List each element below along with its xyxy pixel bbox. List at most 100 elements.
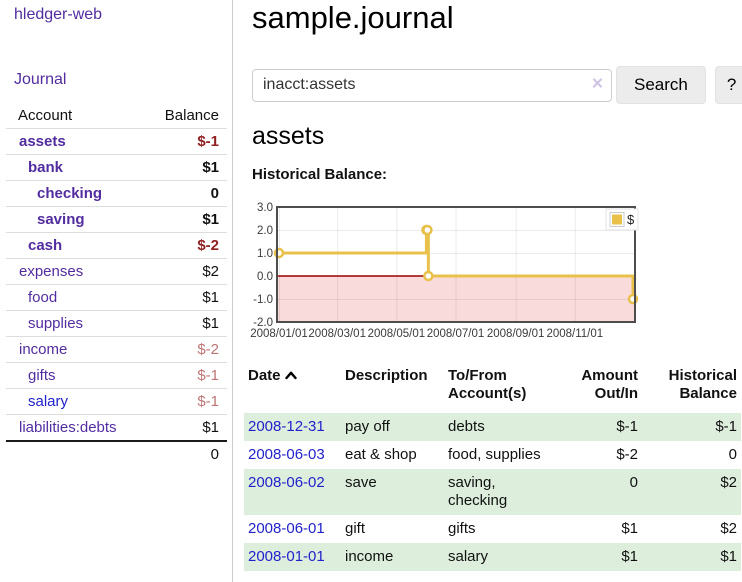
- account-balance: $2: [202, 263, 219, 280]
- transaction-date-cell: 2008-06-03: [244, 441, 341, 469]
- account-balance: $-2: [197, 341, 219, 358]
- account-balance: $-1: [197, 393, 219, 410]
- register-col-amount: Amount Out/In: [581, 367, 638, 402]
- svg-text:2008/03/01: 2008/03/01: [308, 328, 366, 340]
- accounts-col-account: Account: [18, 107, 73, 124]
- account-balance: $1: [202, 211, 219, 228]
- register-col-accounts: To/From Account(s): [448, 367, 527, 402]
- account-link[interactable]: checking: [37, 185, 103, 202]
- sidebar-item-journal[interactable]: Journal: [14, 71, 67, 88]
- transaction-balance: $2: [720, 520, 737, 537]
- register-col-description: Description: [345, 367, 428, 384]
- account-row: assets $-1: [6, 128, 227, 155]
- x-axis-labels: 2008/01/01 2008/03/01 2008/05/01 2008/07/01…: [250, 328, 603, 340]
- svg-text:2008/07/01: 2008/07/01: [427, 328, 485, 340]
- sidebar-divider: [232, 0, 233, 582]
- transaction-accounts: food, supplies: [448, 446, 541, 463]
- account-link[interactable]: bank: [28, 159, 64, 176]
- transaction-description: pay off: [345, 418, 390, 435]
- account-link[interactable]: liabilities:debts: [19, 419, 117, 436]
- legend-swatch: [612, 214, 622, 225]
- accounts-total-value: 0: [210, 446, 219, 463]
- transaction-description: gift: [345, 520, 366, 537]
- app-title-link[interactable]: hledger-web: [14, 6, 103, 23]
- sort-ascending-icon: [284, 367, 297, 385]
- transaction-description: save: [345, 474, 377, 491]
- account-link[interactable]: cash: [28, 237, 63, 254]
- transaction-date-link[interactable]: 2008-06-02: [248, 474, 325, 491]
- register-col-balance: Historical Balance: [668, 367, 737, 402]
- account-link[interactable]: saving: [37, 211, 85, 228]
- search-form: × Search ?: [252, 66, 742, 104]
- account-link[interactable]: income: [19, 341, 68, 358]
- account-row: checking 0: [6, 180, 227, 207]
- chart-border: [276, 206, 636, 323]
- transaction-accounts: saving, checking: [448, 474, 508, 509]
- account-link[interactable]: salary: [28, 393, 69, 410]
- account-balance: $-1: [197, 133, 219, 150]
- search-input-wrap: ×: [252, 68, 612, 102]
- transaction-date-link[interactable]: 2008-06-01: [248, 520, 325, 537]
- main-content: sample.journal × Search ? assets Histori…: [244, 0, 742, 582]
- negative-region: [277, 276, 635, 322]
- transaction-amount: $1: [621, 520, 638, 537]
- account-balance: $-2: [197, 237, 219, 254]
- account-row: bank $1: [6, 154, 227, 181]
- legend-label: $: [627, 212, 635, 227]
- transaction-balance: $-1: [715, 418, 737, 435]
- register-table: Date Description To/From Account(s) Amoun…: [244, 361, 741, 571]
- account-row: salary $-1: [6, 388, 227, 415]
- account-link[interactable]: food: [28, 289, 58, 306]
- transaction-date-cell: 2008-06-02: [244, 469, 341, 515]
- svg-text:1.0: 1.0: [257, 248, 273, 260]
- transaction-row: 2008-12-31 pay off debts $-1 $-1: [244, 413, 741, 441]
- svg-text:3.0: 3.0: [257, 202, 273, 214]
- clear-search-icon[interactable]: ×: [591, 73, 603, 95]
- account-balance: 0: [210, 185, 219, 202]
- svg-text:-1.0: -1.0: [253, 294, 273, 306]
- transaction-accounts: gifts: [448, 520, 476, 537]
- account-row: income $-2: [6, 336, 227, 363]
- transaction-balance: $1: [720, 548, 737, 565]
- account-link[interactable]: gifts: [28, 367, 56, 384]
- transaction-row: 2008-06-03 eat & shop food, supplies $-2 0: [244, 441, 741, 469]
- transaction-date-cell: 2008-12-31: [244, 413, 341, 441]
- account-heading: assets: [252, 122, 325, 150]
- chart-point[interactable]: [423, 270, 434, 282]
- account-row: cash $-2: [6, 232, 227, 259]
- account-row: saving $1: [6, 206, 227, 233]
- accounts-table: Account Balance assets $-1 bank $1 checking 0…: [6, 103, 227, 467]
- account-row: gifts $-1: [6, 362, 227, 389]
- transaction-date-link[interactable]: 2008-06-03: [248, 446, 325, 463]
- transaction-description: eat & shop: [345, 446, 417, 463]
- transaction-accounts: salary: [448, 548, 489, 565]
- account-link[interactable]: assets: [19, 133, 66, 150]
- svg-text:0.0: 0.0: [257, 271, 273, 283]
- transaction-balance: 0: [728, 446, 737, 463]
- register-header-row: Date Description To/From Account(s) Amoun…: [244, 361, 741, 413]
- chart-title: Historical Balance:: [252, 166, 388, 183]
- transaction-row: 2008-06-01 gift gifts $1 $2: [244, 515, 741, 543]
- chart-legend: $: [605, 208, 639, 231]
- transaction-accounts: debts: [448, 418, 485, 435]
- svg-text:2008/05/01: 2008/05/01: [368, 328, 426, 340]
- account-balance: $1: [202, 159, 219, 176]
- search-button[interactable]: Search: [616, 66, 706, 104]
- y-axis-labels: 3.0 2.0 1.0 0.0 -1.0 -2.0: [253, 202, 273, 329]
- transaction-date-link[interactable]: 2008-12-31: [248, 418, 325, 435]
- account-balance: $1: [202, 419, 219, 436]
- account-link[interactable]: expenses: [19, 263, 84, 280]
- transaction-date-link[interactable]: 2008-01-01: [248, 548, 325, 565]
- accounts-col-balance: Balance: [164, 107, 219, 124]
- accounts-total-row: 0: [6, 441, 227, 467]
- account-link[interactable]: supplies: [28, 315, 84, 332]
- chart-point[interactable]: [422, 224, 433, 236]
- search-input[interactable]: [252, 68, 612, 102]
- account-balance: $-1: [197, 367, 219, 384]
- transaction-amount: $-1: [616, 418, 638, 435]
- register-col-date[interactable]: Date: [244, 361, 341, 413]
- help-button[interactable]: ?: [714, 66, 742, 104]
- transaction-date-cell: 2008-06-01: [244, 515, 341, 543]
- account-row: supplies $1: [6, 310, 227, 337]
